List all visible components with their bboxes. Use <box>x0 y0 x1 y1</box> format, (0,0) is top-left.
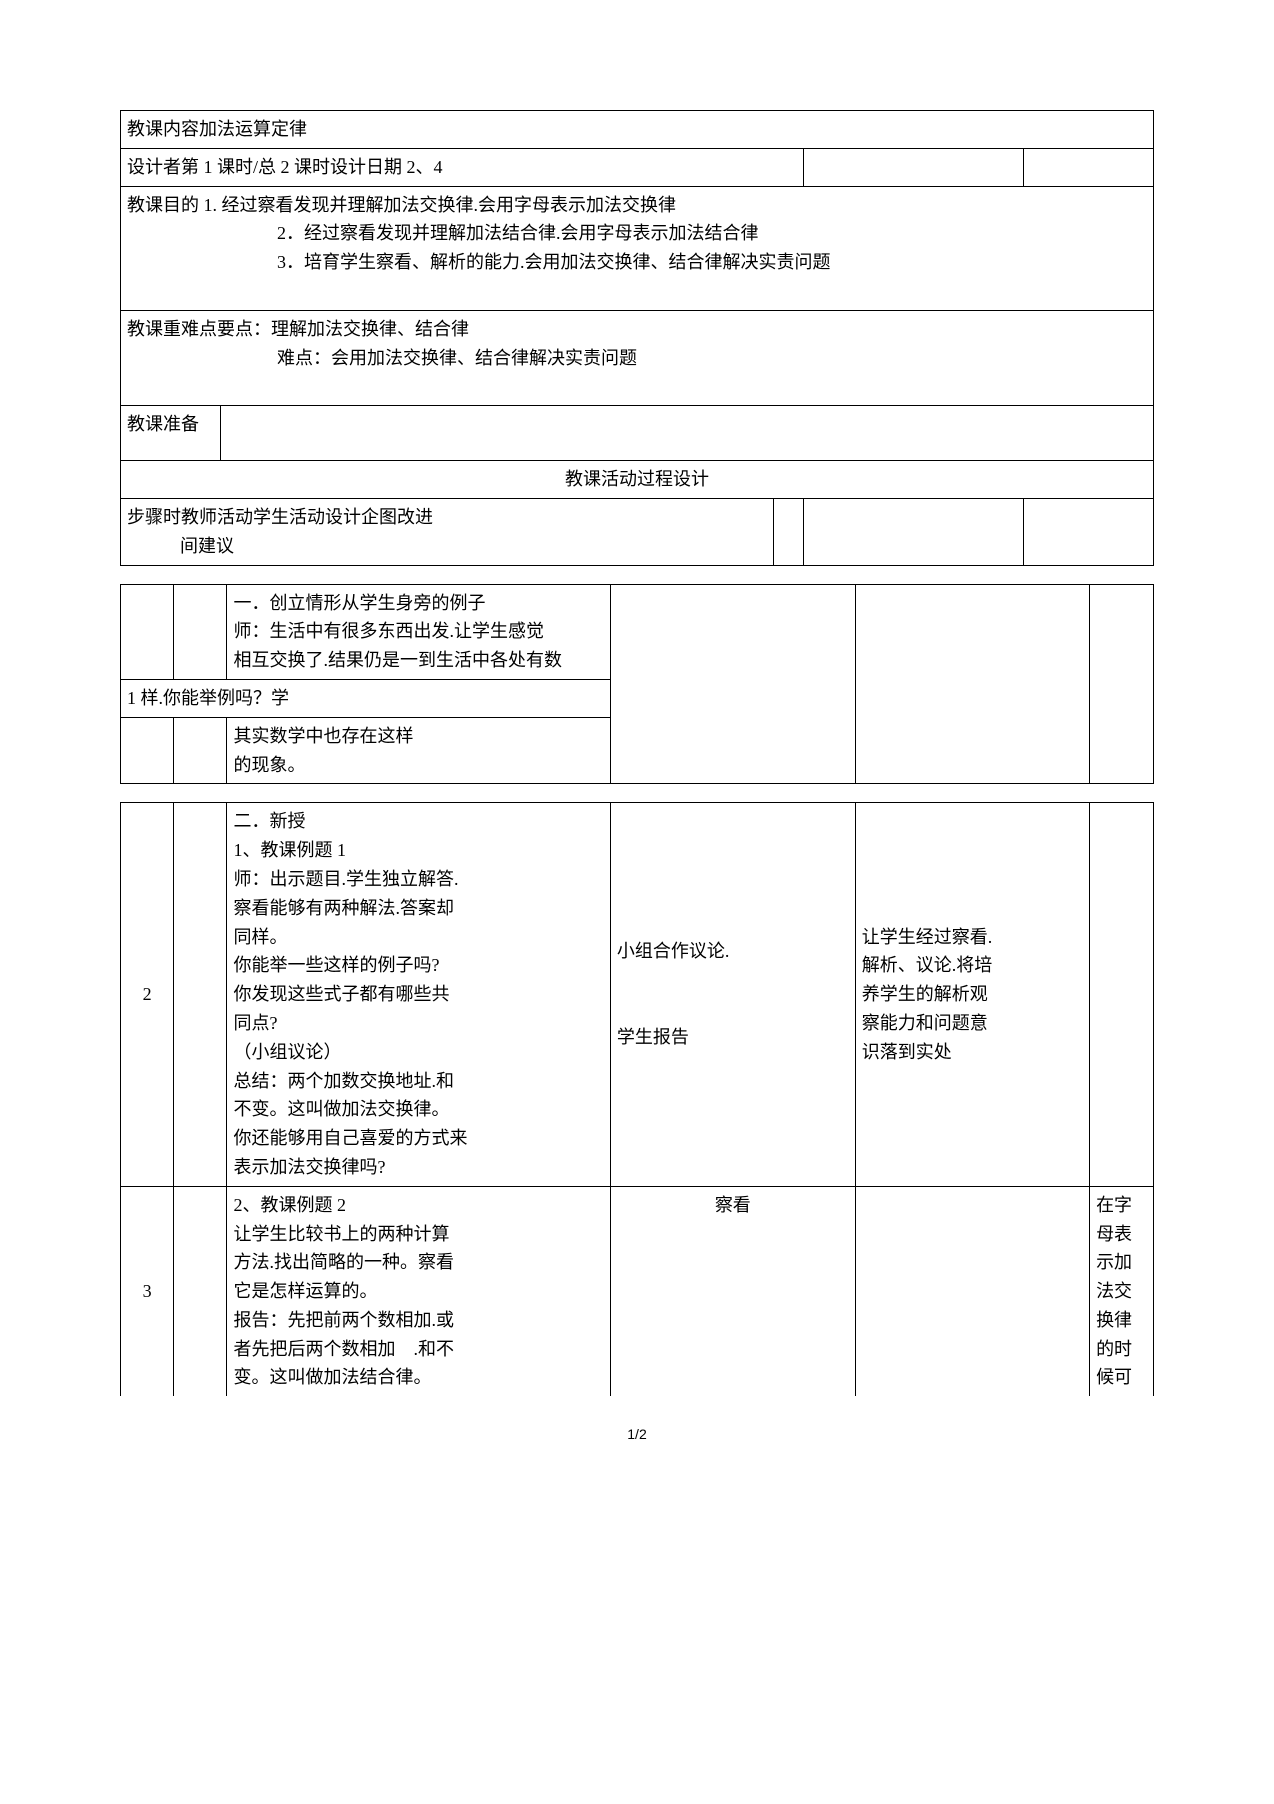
step2-student: 小组合作议论. 学生报告 <box>610 803 855 1186</box>
period-text: 1 课时/总 2 课时设计日期 2、4 <box>204 157 443 177</box>
step1-col2-bot <box>174 717 227 784</box>
s1-t3: 相互交换了.结果仍是一到生活中各处有数 <box>233 650 562 670</box>
designer-label: 设计者第 <box>127 157 199 177</box>
step1-mid: 1 样.你能举例吗？学 <box>121 679 611 717</box>
s1-t2: 师：生活中有很多东西出发.让学生感觉 <box>233 621 544 641</box>
page-number: 1/2 <box>120 1426 1154 1442</box>
step-1-table: 一．创立情形从学生身旁的例子 师：生活中有很多东西出发.让学生感觉 相互交换了.… <box>120 584 1154 785</box>
prep-label-cell: 教课准备 <box>121 406 221 461</box>
header-empty-3 <box>1024 498 1154 565</box>
step3-time <box>174 1186 227 1396</box>
step1-col2-top <box>174 584 227 679</box>
header-row-2: 间建议 <box>127 536 234 556</box>
step1-col1-bot <box>121 717 174 784</box>
header-empty-1 <box>774 498 804 565</box>
step3-number: 3 <box>121 1186 174 1396</box>
s1-t4: 其实数学中也存在这样 <box>233 726 413 746</box>
step1-suggest <box>1090 584 1154 784</box>
obj-3: 3．培育学生察看、解析的能力.会用加法交换律、结合律解决实责问题 <box>127 252 831 272</box>
obj-1: 经过察看发现并理解加法交换律.会用字母表示加法交换律 <box>222 195 677 215</box>
s1-t5: 的现象。 <box>233 755 305 775</box>
focus-line1: 教课重难点要点：理解加法交换律、结合律 <box>127 319 469 339</box>
empty-cell-1 <box>804 148 1024 186</box>
focus-cell: 教课重难点要点：理解加法交换律、结合律 难点：会用加法交换律、结合律解决实责问题 <box>121 310 1154 405</box>
step3-student: 察看 <box>610 1186 855 1396</box>
header-empty-2 <box>804 498 1024 565</box>
s2-stu2: 学生报告 <box>617 1027 689 1047</box>
empty-cell-2 <box>1024 148 1154 186</box>
step3-teacher: 2、教课例题 2 让学生比较书上的两种计算 方法.找出简略的一种。察看 它是怎样… <box>227 1186 610 1396</box>
steps-2-3-table: 2 二．新授 1、教课例题 1 师：出示题目.学生独立解答. 察看能够有两种解法… <box>120 802 1154 1396</box>
header-labels-cell: 步骤时教师活动学生活动设计企图改进 间建议 <box>121 498 774 565</box>
step2-number: 2 <box>121 803 174 1186</box>
step1-col1 <box>121 584 174 679</box>
obj-2: 2．经过察看发现并理解加法结合律.会用字母表示加法结合律 <box>127 223 759 243</box>
prep-content-cell <box>221 406 1154 461</box>
header-table: 教课内容加法运算定律 设计者第 1 课时/总 2 课时设计日期 2、4 教课目的… <box>120 110 1154 566</box>
course-content-row: 教课内容加法运算定律 <box>121 111 1154 149</box>
obj-label: 教课目的 1. <box>127 195 217 215</box>
step1-intent <box>855 584 1089 784</box>
step2-time <box>174 803 227 1186</box>
s2-stu1: 小组合作议论. <box>617 941 730 961</box>
step1-teacher-top: 一．创立情形从学生身旁的例子 师：生活中有很多东西出发.让学生感觉 相互交换了.… <box>227 584 610 679</box>
step2-suggest <box>1090 803 1154 1186</box>
step1-teacher-bot: 其实数学中也存在这样 的现象。 <box>227 717 610 784</box>
focus-line2: 难点：会用加法交换律、结合律解决实责问题 <box>127 348 637 368</box>
objectives-cell: 教课目的 1. 经过察看发现并理解加法交换律.会用字母表示加法交换律 2．经过察… <box>121 186 1154 310</box>
lesson-plan-page: 教课内容加法运算定律 设计者第 1 课时/总 2 课时设计日期 2、4 教课目的… <box>0 0 1274 1482</box>
step1-student <box>610 584 855 784</box>
designer-cell: 设计者第 1 课时/总 2 课时设计日期 2、4 <box>121 148 804 186</box>
process-title: 教课活动过程设计 <box>121 461 1154 499</box>
header-row-1: 步骤时教师活动学生活动设计企图改进 <box>127 507 433 527</box>
step3-suggest: 在字 母表 示加 法交 换律 的时 候可 <box>1090 1186 1154 1396</box>
step3-intent <box>855 1186 1089 1396</box>
step2-intent: 让学生经过察看. 解析、议论.将培 养学生的解析观 察能力和问题意 识落到实处 <box>855 803 1089 1186</box>
step2-teacher: 二．新授 1、教课例题 1 师：出示题目.学生独立解答. 察看能够有两种解法.答… <box>227 803 610 1186</box>
s1-t1: 一．创立情形从学生身旁的例子 <box>233 593 485 613</box>
